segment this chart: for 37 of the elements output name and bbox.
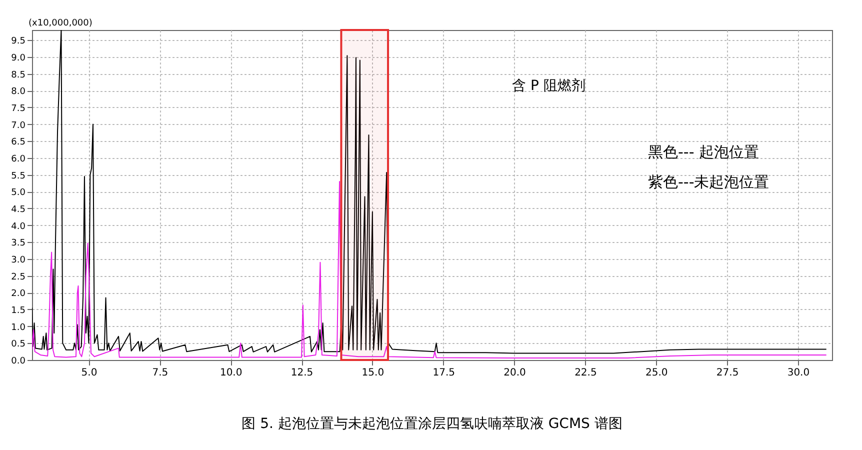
- y-tick-label: 0.0: [11, 356, 26, 366]
- y-tick-label: 9.0: [11, 53, 26, 64]
- y-tick-label: 5.5: [11, 171, 26, 182]
- x-tick-label: 15.0: [362, 368, 384, 378]
- y-axis-title: (x10,000,000): [28, 18, 92, 28]
- annotation: 含 P 阻燃剂: [512, 78, 586, 94]
- x-tick-label: 25.0: [645, 368, 668, 378]
- y-tick-label: 5.0: [11, 188, 26, 198]
- y-tick-label: 6.0: [11, 154, 26, 164]
- x-tick-label: 10.0: [220, 368, 242, 378]
- x-tick-label: 5.0: [81, 368, 98, 378]
- y-tick-label: 4.5: [11, 204, 26, 215]
- x-tick-label: 30.0: [787, 368, 810, 378]
- x-tick-label: 20.0: [504, 368, 526, 378]
- x-tick-label: 17.5: [432, 368, 455, 378]
- y-tick-label: 9.5: [11, 36, 26, 47]
- y-tick-label: 6.5: [11, 138, 26, 148]
- y-tick-label: 7.0: [11, 120, 26, 131]
- y-tick-label: 0.5: [11, 340, 26, 350]
- x-tick-label: 7.5: [152, 368, 168, 378]
- y-tick-label: 8.5: [11, 70, 26, 80]
- y-tick-label: 4.0: [11, 222, 26, 232]
- line-series: [32, 30, 827, 354]
- y-tick-label: 3.0: [11, 255, 26, 266]
- annotation: 紫色---未起泡位置: [648, 172, 770, 191]
- y-tick-label: 7.5: [11, 104, 26, 114]
- y-tick-label: 1.0: [11, 322, 26, 333]
- x-tick-label: 27.5: [716, 368, 739, 378]
- y-tick-label: 1.5: [11, 306, 26, 316]
- x-tick-label: 12.5: [290, 368, 314, 378]
- y-tick-label: 8.0: [11, 87, 26, 98]
- x-tick-label: 22.5: [574, 368, 597, 378]
- y-tick-label: 3.5: [11, 238, 26, 249]
- y-tick-label: 2.0: [11, 289, 26, 300]
- text: 图 5. 起泡位置与未起泡位置涂层四氢呋喃萃取液 GCMS 谱图: [242, 416, 622, 432]
- y-tick-label: 2.5: [11, 272, 26, 282]
- annotation: 黑色--- 起泡位置: [648, 143, 760, 162]
